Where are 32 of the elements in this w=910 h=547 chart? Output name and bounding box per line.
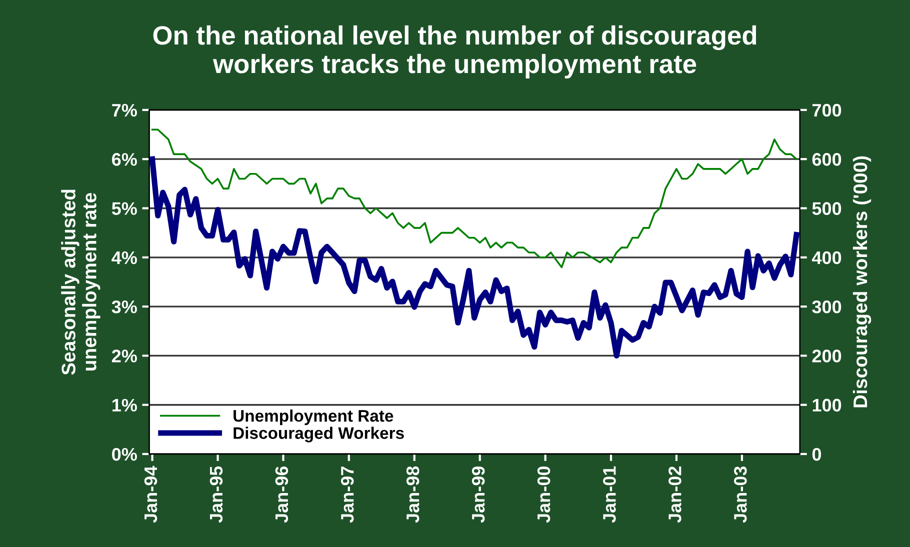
legend-label: Unemployment Rate [234,410,394,426]
x-tick-label: Jan-01 [603,466,616,523]
x-tick-label: Jan-94 [144,466,158,523]
y2-tick-label: 200 [812,350,842,362]
y-tick-label: 3% [112,300,137,314]
y-axis-title: Seasonally adjusted unemployment rate [61,190,100,375]
y-tick-label: 4% [112,251,137,264]
y2-axis-title: Discouraged workers ('000) [852,156,872,408]
y2-tick-label: 700 [812,104,842,117]
legend-label: Discouraged Workers [234,426,404,442]
x-tick-label: Jan-02 [668,466,682,523]
x-tick-label: Jan-97 [340,466,354,523]
x-tick-label: Jan-96 [275,466,288,523]
y-tick-label: 1% [112,398,137,412]
y2-tick-label: 500 [812,202,842,215]
y2-tick-label: 400 [812,251,842,264]
x-tick-label: Jan-95 [210,466,223,523]
y2-tick-label: 300 [812,300,842,314]
x-tick-label: Jan-99 [472,466,485,523]
line-series [151,128,798,268]
chart-title: On the national level the number of discouraged workers tracks the unemployment rate [153,25,756,79]
y-tick-label: 2% [112,350,137,362]
y-tick-label: 5% [112,202,137,215]
x-tick-label: Jan-98 [406,466,420,523]
x-tick-label: Jan-03 [734,466,747,523]
y-tick-label: 0% [112,448,137,461]
y2-tick-label: 100 [812,398,842,412]
y2-tick-label: 600 [812,153,842,166]
x-tick-label: Jan-00 [537,466,550,523]
y-tick-label: 6% [112,153,137,166]
y2-tick-label: 0 [812,448,821,461]
y-tick-label: 7% [112,104,137,117]
